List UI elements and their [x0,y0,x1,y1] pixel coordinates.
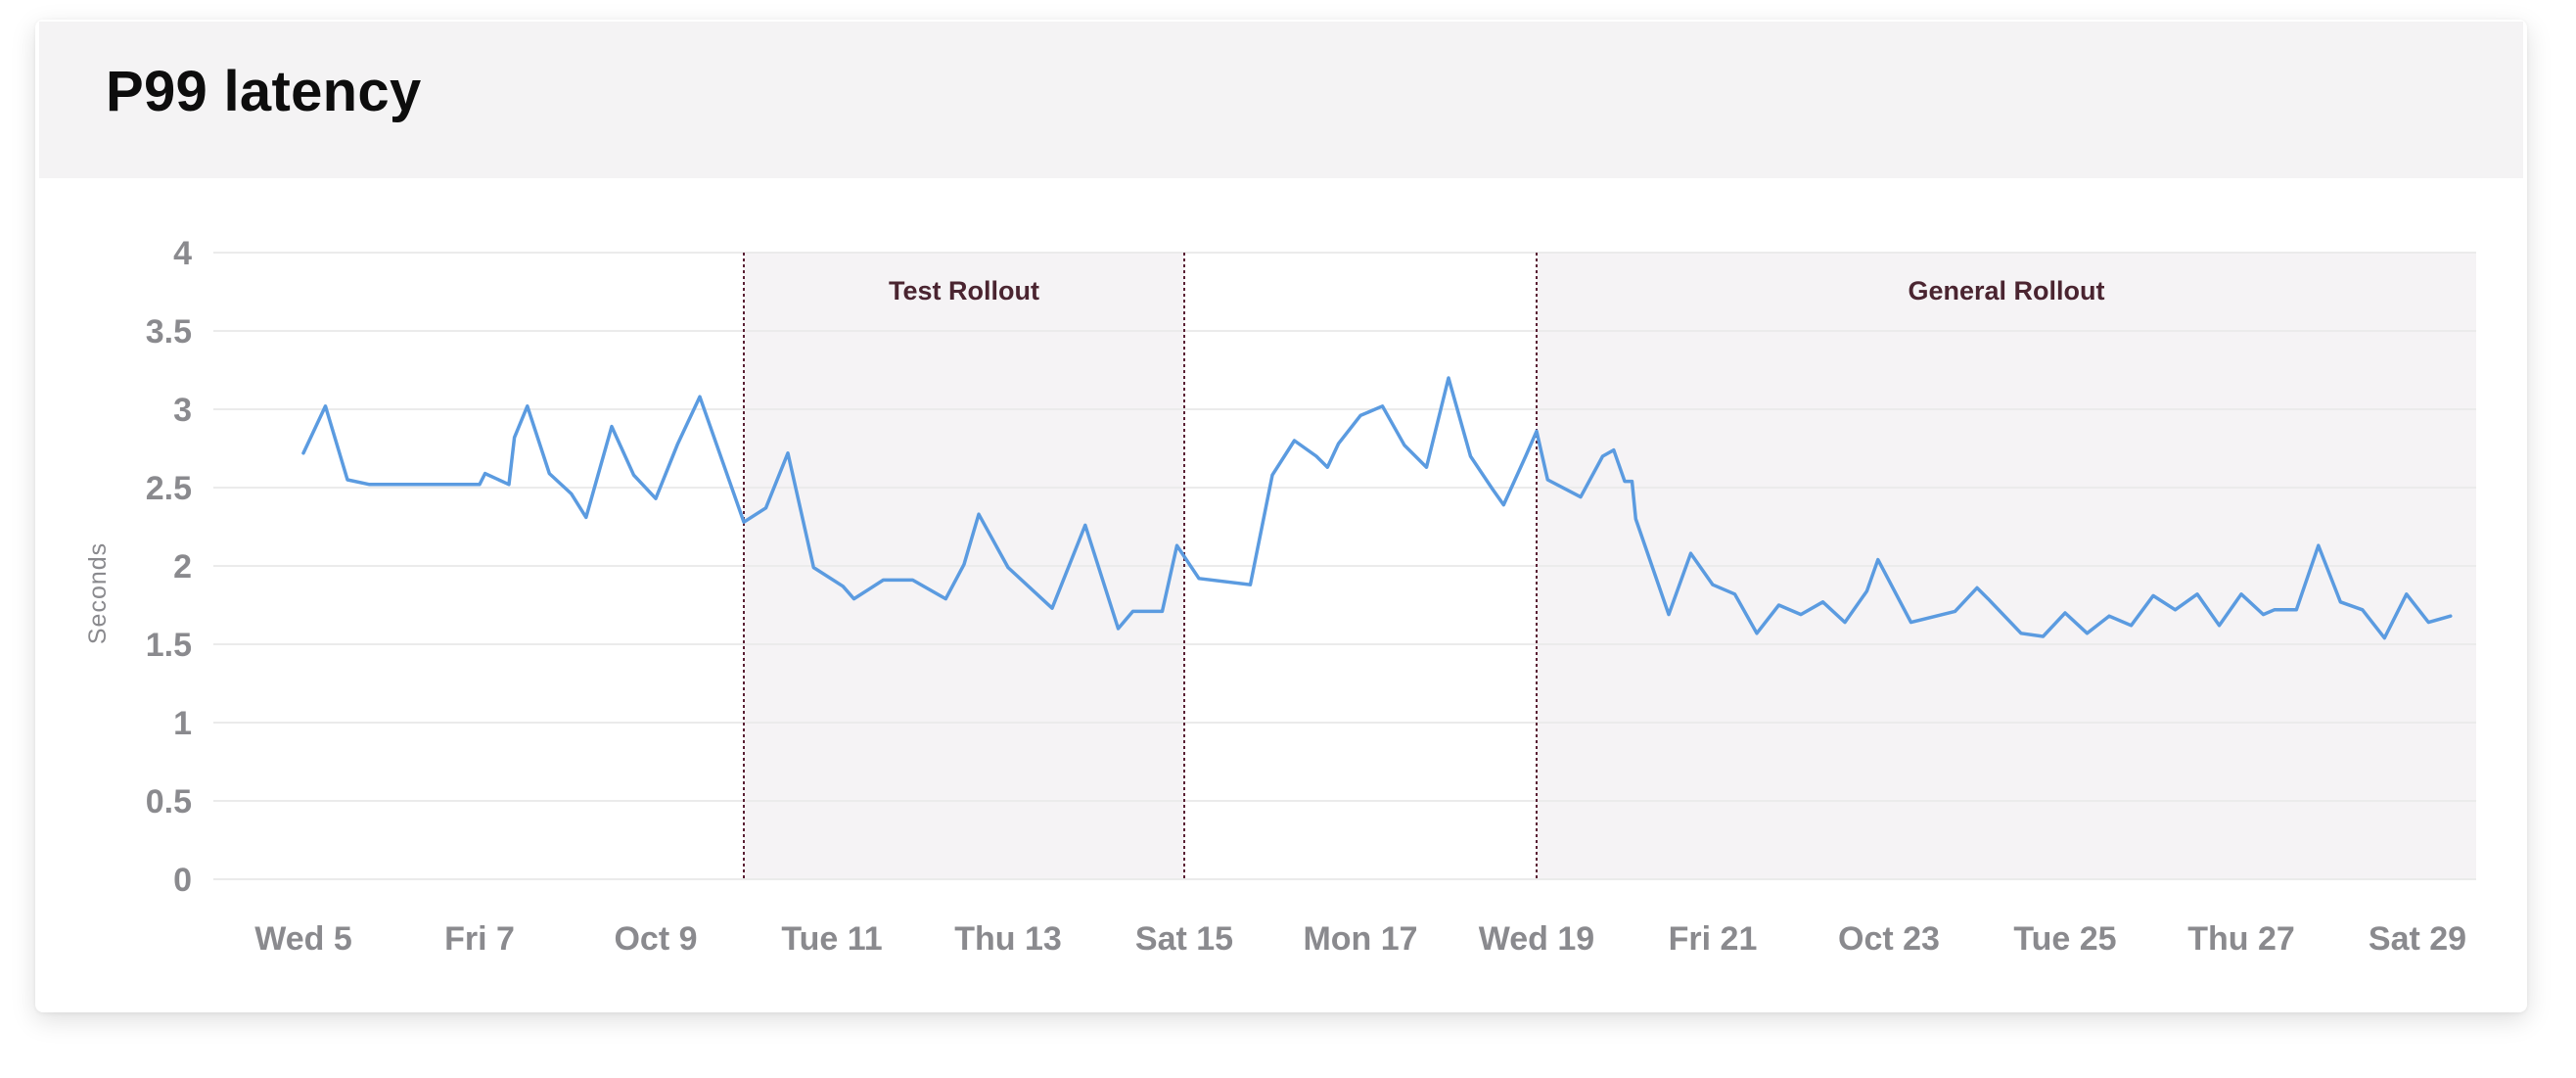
y-tick-label: 1.5 [146,627,192,664]
rollout-label: Test Rollout [889,276,1039,305]
x-tick-label: Thu 13 [954,920,1062,958]
x-tick-label: Wed 19 [1479,920,1594,958]
x-axis-ticks: Wed 5 Fri 7 Oct 9 Tue 11 Thu 13 Sat 15 Mon 17 W… [254,920,2466,958]
gridlines [213,252,2476,880]
x-tick-label: Oct 23 [1838,920,1940,958]
x-tick-label: Wed 5 [254,920,352,958]
y-tick-label: 4 [173,235,192,272]
x-tick-label: Sat 29 [2369,920,2466,958]
x-tick-label: Fri 21 [1669,920,1758,958]
y-tick-label: 0 [173,862,192,899]
latency-series-line [301,376,2453,640]
chart-title: P99 latency [106,60,422,123]
rollout-labels: Test Rollout General Rollout [889,276,2105,305]
x-tick-label: Sat 15 [1135,920,1233,958]
rollout-label: General Rollout [1908,276,2104,305]
y-tick-label: 0.5 [146,783,192,820]
y-tick-label: 2.5 [146,470,192,507]
y-axis-ticks: 0 0.5 1 1.5 2 2.5 3 3.5 4 [146,235,192,899]
y-tick-label: 2 [173,548,192,586]
rollout-markers [743,253,1538,879]
x-tick-label: Oct 9 [614,920,697,958]
x-tick-label: Mon 17 [1303,920,1417,958]
x-tick-label: Fri 7 [444,920,515,958]
y-tick-label: 1 [173,705,192,742]
card-header: P99 latency [39,22,2523,178]
series-group [301,376,2453,640]
y-tick-label: 3.5 [146,313,192,351]
x-tick-label: Thu 27 [2187,920,2295,958]
y-axis-title: Seconds [84,542,112,644]
x-tick-label: Tue 11 [781,920,882,958]
y-tick-label: 3 [173,392,192,429]
x-tick-label: Tue 25 [2013,920,2116,958]
